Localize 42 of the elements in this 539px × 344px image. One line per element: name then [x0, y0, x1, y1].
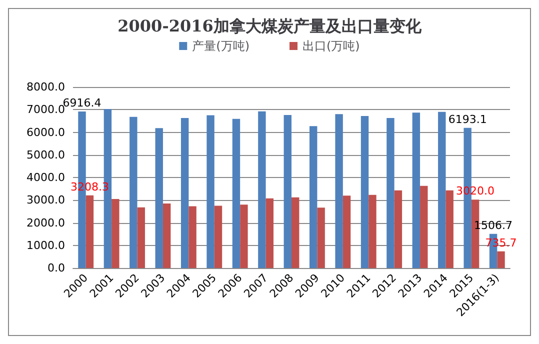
y-tick-label: 6000.0: [26, 126, 65, 139]
y-tick-label: 1000.0: [26, 238, 65, 252]
legend-label: 产量(万吨): [192, 39, 250, 53]
bar: [214, 206, 222, 268]
bar: [420, 186, 428, 268]
bar: [497, 251, 505, 268]
bar: [394, 190, 402, 268]
bar: [342, 196, 351, 268]
bar: [137, 207, 145, 268]
bar: [162, 204, 171, 268]
y-tick-label: 0.0: [48, 262, 65, 274]
bar: [284, 115, 292, 268]
bar: [180, 118, 189, 268]
bar: [412, 112, 420, 268]
y-tick-label: 4000.0: [26, 171, 65, 184]
bar: [206, 115, 214, 268]
bar: [130, 116, 138, 268]
bar: [446, 190, 454, 268]
bar: [368, 194, 376, 268]
bar: [155, 128, 163, 268]
y-tick-label: 2000.0: [26, 216, 65, 230]
bar: [240, 204, 248, 268]
y-tick-label: 7000.0: [26, 103, 65, 116]
legend-label: 出口(万吨): [302, 39, 360, 53]
bar: [335, 114, 343, 268]
bar: [232, 118, 240, 268]
y-tick-label: 8000.0: [26, 80, 65, 94]
bar: [266, 198, 274, 268]
y-tick-label: 5000.0: [26, 148, 65, 162]
bar: [360, 116, 369, 268]
y-tick-label: 3000.0: [26, 194, 65, 207]
bar: [86, 195, 94, 268]
bar: [438, 112, 446, 268]
bar: [258, 111, 266, 268]
bar: [386, 118, 394, 268]
bar: [309, 126, 318, 268]
bar: [188, 206, 196, 268]
bar: [112, 198, 120, 268]
chart-title: 2000-2016加拿大煤炭产量及出口量变化: [118, 16, 422, 36]
bar: [292, 197, 300, 268]
bar: [317, 208, 325, 268]
data-label: 6193.1: [448, 112, 487, 126]
